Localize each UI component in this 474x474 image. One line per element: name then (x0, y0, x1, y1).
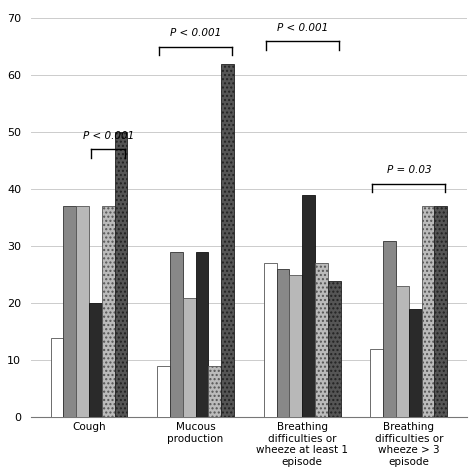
Bar (157, 366, 170, 418)
Bar (328, 281, 341, 418)
Bar (183, 298, 196, 418)
Bar (89, 303, 102, 418)
Bar (396, 286, 409, 418)
Bar (383, 241, 396, 418)
Bar (290, 275, 302, 418)
Bar (209, 366, 221, 418)
Bar (76, 207, 89, 418)
Bar (277, 269, 290, 418)
Bar (315, 264, 328, 418)
Text: P = 0.03: P = 0.03 (386, 165, 431, 175)
Text: P < 0.001: P < 0.001 (277, 23, 328, 33)
Bar (64, 207, 76, 418)
Bar (264, 264, 277, 418)
Bar (371, 349, 383, 418)
Text: P < 0.001: P < 0.001 (82, 131, 134, 141)
Bar (102, 207, 115, 418)
Bar (422, 207, 435, 418)
Text: P < 0.001: P < 0.001 (170, 28, 221, 38)
Bar (221, 64, 234, 418)
Bar (115, 132, 128, 418)
Bar (196, 252, 209, 418)
Bar (170, 252, 183, 418)
Bar (409, 309, 422, 418)
Bar (435, 207, 447, 418)
Bar (51, 337, 64, 418)
Bar (302, 195, 315, 418)
